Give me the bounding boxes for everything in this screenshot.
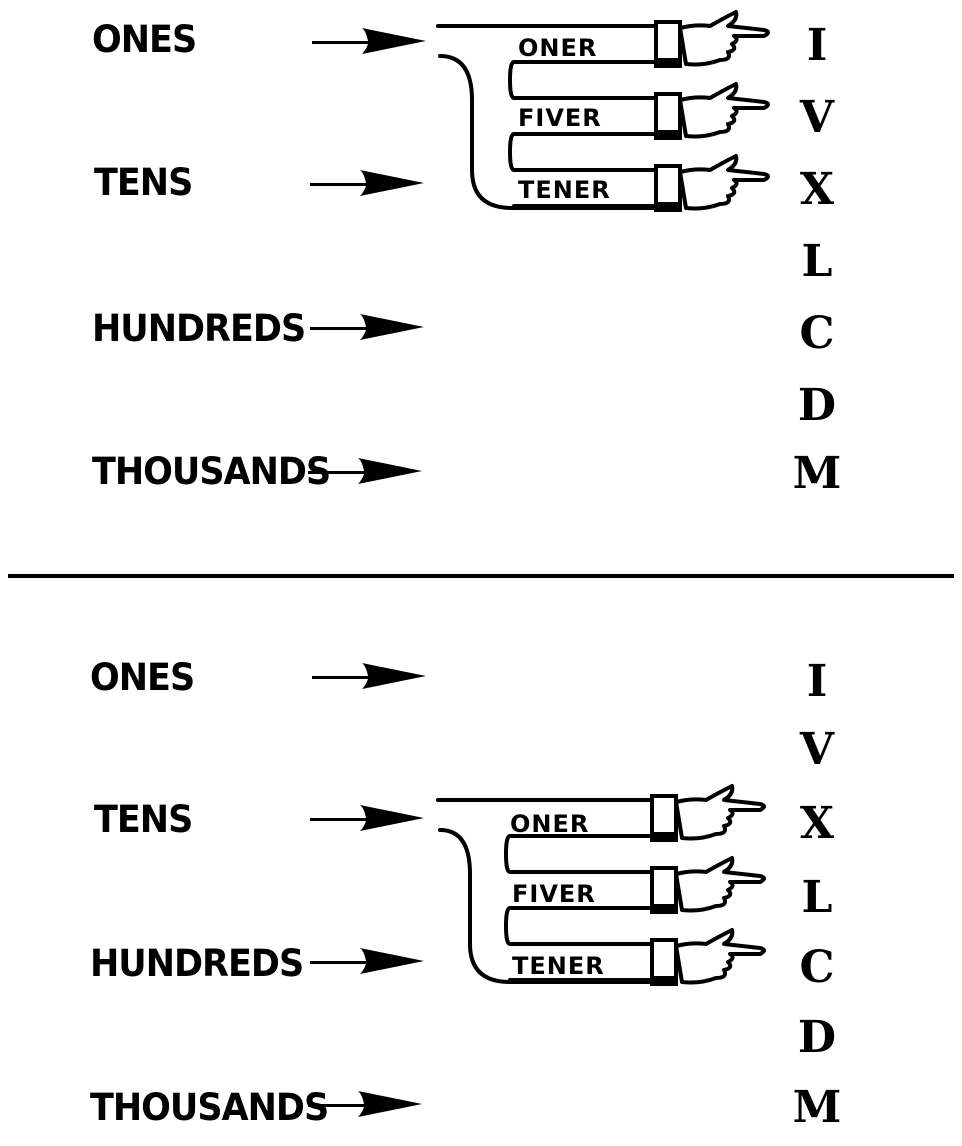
finger-gadget: ONER FIVER TENER [434, 10, 784, 230]
arrow-icon [310, 805, 424, 831]
place-label-hundreds: HUNDREDS [90, 942, 304, 986]
arrow-icon [310, 314, 424, 340]
arrow-icon [308, 458, 422, 484]
place-label-thousands: THOUSANDS [92, 450, 331, 494]
arrow-icon [310, 948, 424, 974]
top-panel: ONES TENS HUNDREDS THOUSANDS [0, 0, 962, 560]
finger-label-oner: ONER [518, 34, 597, 62]
bottom-panel: ONES TENS HUNDREDS THOUSANDS [0, 600, 962, 1146]
numeral-v: V [799, 92, 835, 143]
arrow-icon [312, 663, 426, 689]
numeral-m: M [792, 1082, 842, 1133]
arrow-icon [310, 170, 424, 196]
place-label-ones: ONES [90, 656, 195, 700]
place-label-tens: TENS [94, 798, 193, 842]
place-label-hundreds: HUNDREDS [92, 307, 306, 351]
arrow-icon [312, 28, 426, 54]
numeral-i: I [806, 656, 828, 707]
finger-gadget: ONER FIVER TENER [434, 784, 784, 1004]
arrow-icon [308, 1091, 422, 1117]
numeral-m: M [792, 448, 842, 499]
numeral-i: I [806, 20, 828, 71]
divider [8, 574, 954, 578]
finger-label-fiver: FIVER [518, 104, 602, 132]
numeral-d: D [797, 380, 837, 431]
place-label-thousands: THOUSANDS [90, 1086, 329, 1130]
numeral-l: L [801, 872, 833, 923]
place-label-ones: ONES [92, 18, 197, 62]
numeral-l: L [801, 236, 833, 287]
place-label-tens: TENS [94, 161, 193, 205]
numeral-c: C [799, 308, 835, 359]
numeral-x: X [799, 164, 835, 215]
numeral-d: D [797, 1012, 837, 1063]
numeral-v: V [799, 724, 835, 775]
finger-label-tener: TENER [518, 176, 611, 204]
finger-label-fiver: FIVER [512, 880, 596, 908]
finger-label-tener: TENER [512, 952, 605, 980]
finger-label-oner: ONER [510, 810, 589, 838]
numeral-x: X [799, 798, 835, 849]
numeral-c: C [799, 942, 835, 993]
